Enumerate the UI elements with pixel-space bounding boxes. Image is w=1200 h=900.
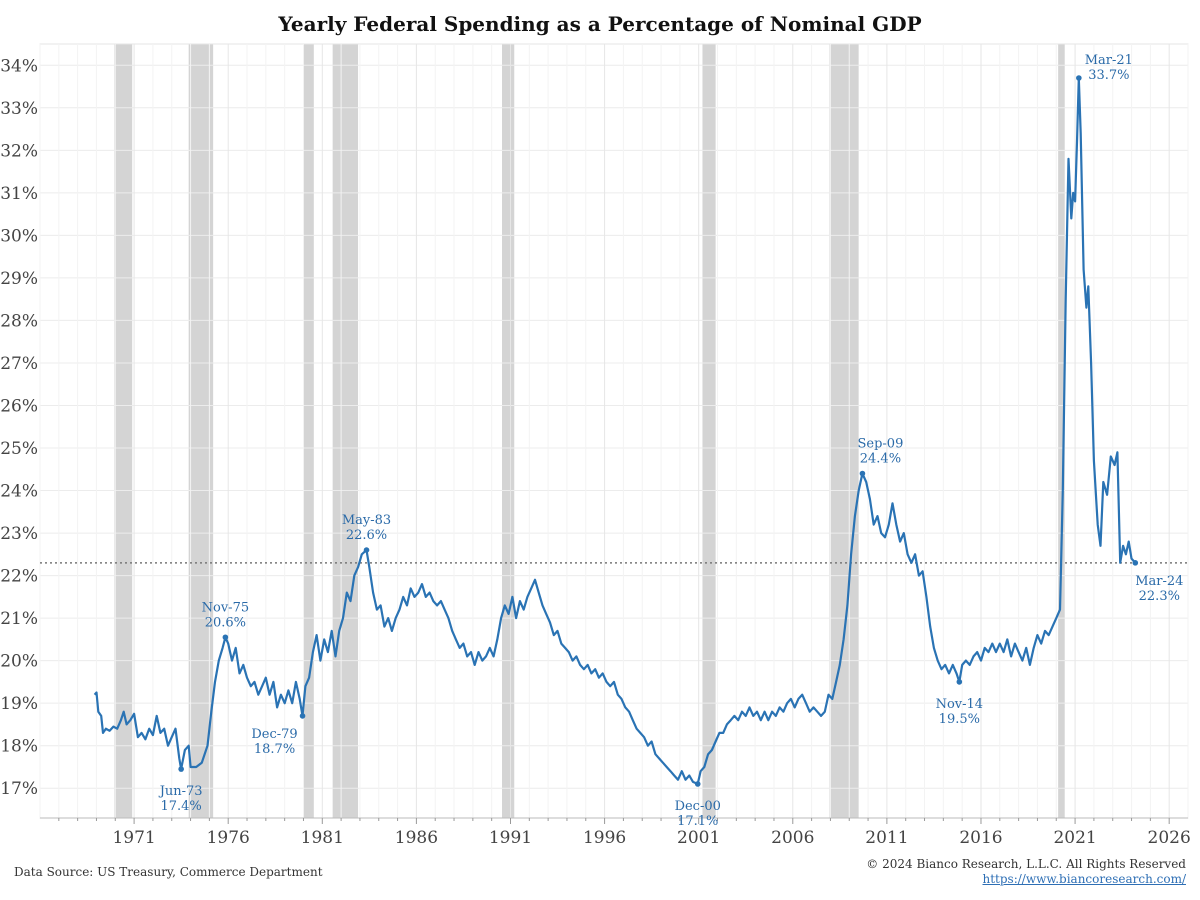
- recession-band: [114, 44, 133, 818]
- annotation-marker: [1076, 75, 1082, 81]
- annotation-marker: [178, 766, 184, 772]
- annotation-value: 22.3%: [1139, 589, 1180, 604]
- annotation-date: Dec-00: [675, 799, 721, 814]
- series-line: [93, 76, 1137, 786]
- y-tick-label: 30%: [0, 226, 38, 246]
- annotation-date: Mar-24: [1135, 574, 1183, 589]
- y-tick-label: 22%: [0, 567, 38, 587]
- recession-band: [829, 44, 859, 818]
- annotation-date: Nov-14: [936, 697, 983, 712]
- data-source-note: Data Source: US Treasury, Commerce Depar…: [14, 865, 323, 879]
- recession-bands: [114, 44, 1065, 818]
- annotation-value: 20.6%: [205, 615, 246, 630]
- y-tick-label: 32%: [0, 141, 38, 161]
- annotation-marker: [694, 781, 701, 787]
- x-tick-label: 2006: [771, 828, 814, 848]
- footer-credits: © 2024 Bianco Research, L.L.C. All Right…: [866, 857, 1186, 887]
- x-tick-label: 2011: [865, 828, 908, 848]
- annotation-marker: [956, 679, 963, 685]
- y-tick-label: 25%: [0, 439, 38, 459]
- x-tick-label: 2016: [959, 828, 1002, 848]
- x-tick-label: 1981: [301, 828, 344, 848]
- y-tick-label: 23%: [0, 524, 38, 544]
- annotation-value: 17.1%: [677, 814, 718, 829]
- y-tick-label: 26%: [0, 396, 38, 416]
- annotation-marker: [222, 634, 229, 641]
- annotation-value: 33.7%: [1088, 68, 1129, 83]
- y-tick-label: 29%: [0, 269, 38, 289]
- x-tick-label: 2026: [1148, 828, 1191, 848]
- copyright-text: © 2024 Bianco Research, L.L.C. All Right…: [866, 857, 1186, 871]
- recession-band: [1058, 44, 1065, 818]
- x-tick-label: 1971: [112, 828, 155, 848]
- y-tick-label: 24%: [0, 482, 38, 502]
- annotation-date: Dec-79: [251, 727, 297, 742]
- recession-band: [702, 44, 716, 818]
- recession-band: [332, 44, 359, 818]
- annotation-value: 24.4%: [860, 452, 901, 467]
- annotation-date: Nov-75: [202, 600, 249, 615]
- axes: 17% 18% 19% 20% 21% 22% 23% 24% 25% 26% 27% 28% 29% 3…: [0, 56, 1191, 848]
- y-tick-label: 28%: [0, 311, 38, 331]
- y-tick-label: 21%: [0, 609, 38, 629]
- annotation-date: May-83: [342, 513, 391, 528]
- annotation-value: 18.7%: [254, 742, 295, 757]
- x-tick-label: 2021: [1053, 828, 1096, 848]
- series-layer: [93, 76, 1137, 786]
- y-tick-label: 31%: [0, 184, 38, 204]
- x-tick-label: 1991: [489, 828, 532, 848]
- y-tick-label: 27%: [0, 354, 38, 374]
- recession-band: [303, 44, 314, 818]
- annotation-date: Jun-73: [158, 784, 203, 799]
- annotation-value: 22.6%: [346, 528, 387, 543]
- x-tick-label: 1996: [583, 828, 626, 848]
- grid-lines: [39, 43, 1189, 819]
- annotation-marker: [859, 470, 866, 477]
- y-tick-label: 33%: [0, 99, 38, 119]
- annotation-marker: [299, 713, 306, 719]
- annotation-value: 19.5%: [939, 712, 980, 727]
- x-tick-label: 1976: [207, 828, 250, 848]
- chart-title: Yearly Federal Spending as a Percentage …: [278, 12, 922, 36]
- y-tick-label: 17%: [0, 779, 38, 799]
- website-link[interactable]: https://www.biancoresearch.com/: [982, 872, 1186, 886]
- annotation-value: 17.4%: [160, 799, 201, 814]
- x-tick-label: 2001: [677, 828, 720, 848]
- annotation-date: Mar-21: [1085, 53, 1133, 68]
- y-tick-label: 19%: [0, 694, 38, 714]
- y-tick-label: 34%: [0, 56, 38, 76]
- y-tick-label: 20%: [0, 652, 38, 672]
- recession-band: [502, 44, 515, 818]
- y-tick-label: 18%: [0, 737, 38, 757]
- annotation-date: Sep-09: [857, 437, 903, 452]
- annotation-marker: [1132, 560, 1139, 566]
- annotation-marker: [363, 547, 370, 553]
- x-tick-label: 1986: [395, 828, 438, 848]
- annotations: Jun-7317.4%Nov-7520.6%Dec-7918.7%May-832…: [158, 53, 1184, 829]
